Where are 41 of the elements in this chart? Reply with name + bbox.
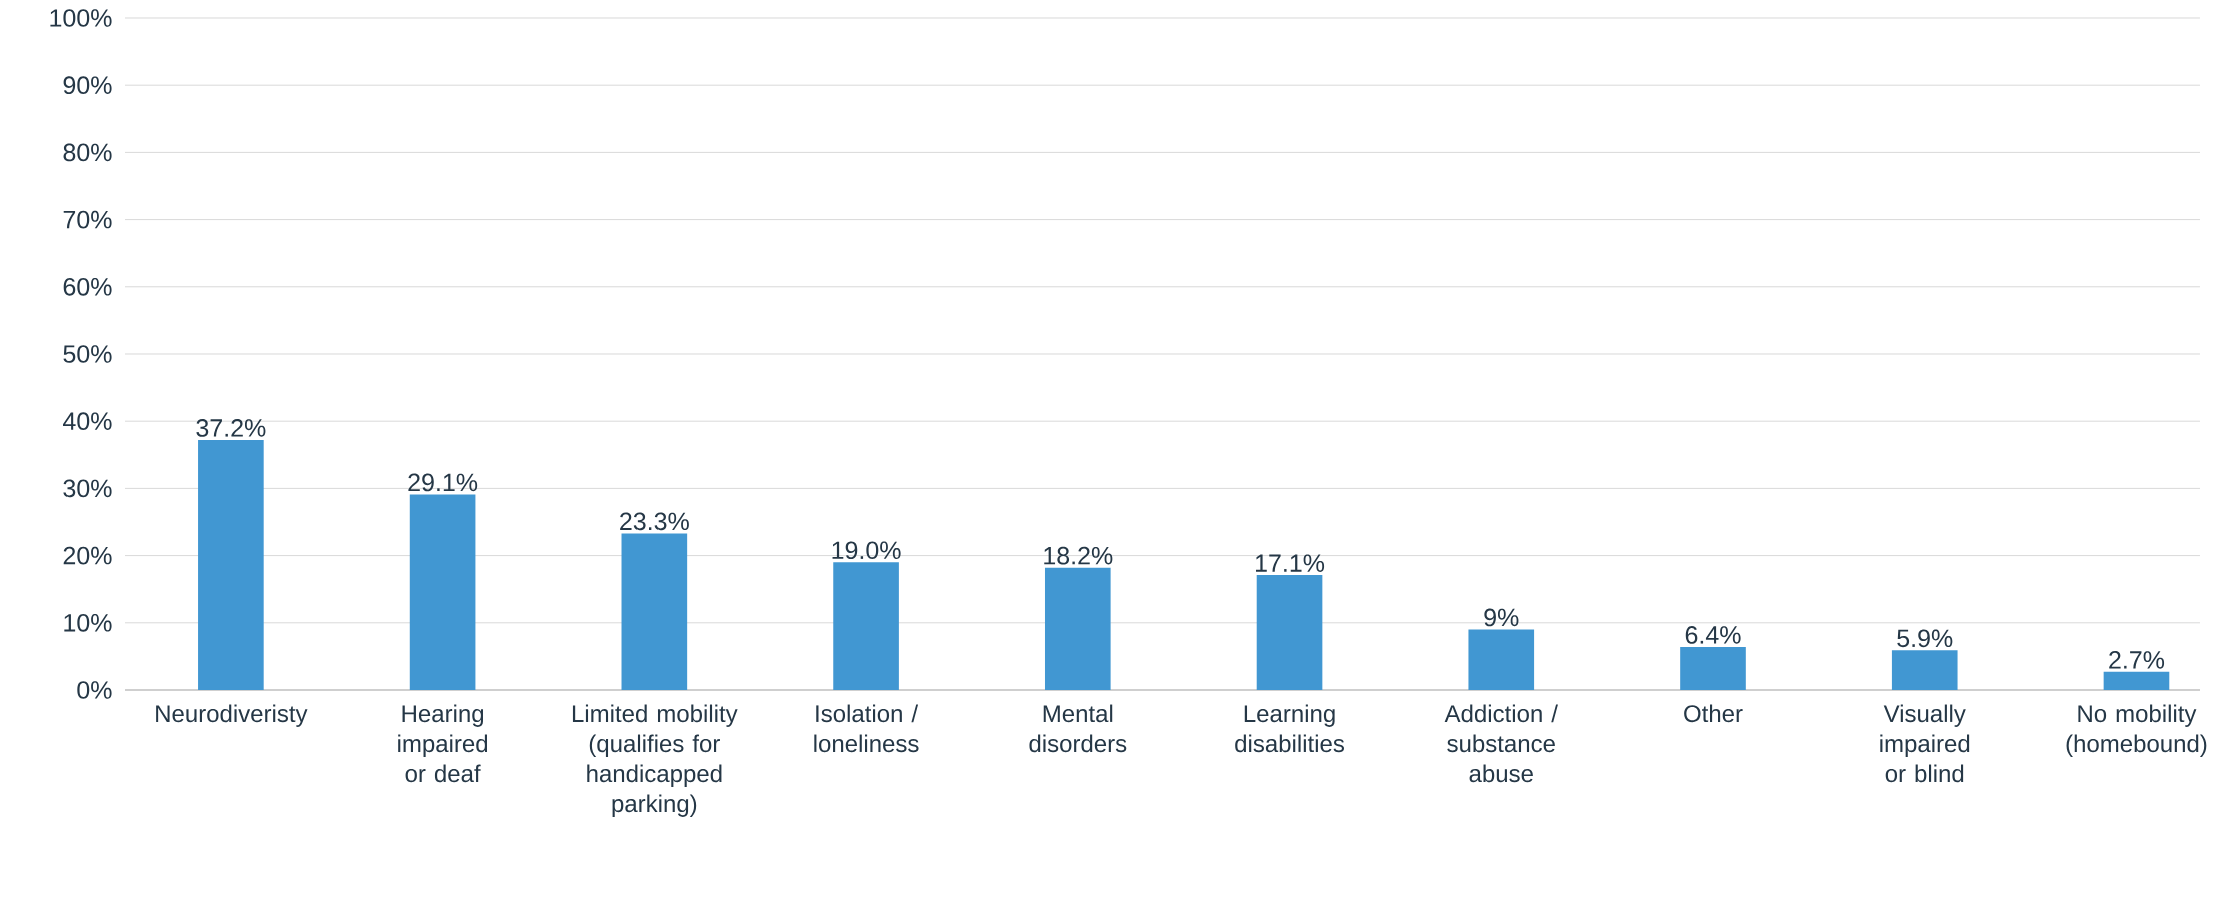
y-tick-label: 100% [50,9,112,27]
bar [2103,671,2170,690]
data-label: 29.1% [408,473,478,492]
x-tick-label: No mobility (homebound) [2066,704,2207,757]
y-tick-label: 30% [63,479,112,498]
x-tick-label: Mental disorders [1029,704,1127,753]
bar [621,533,688,690]
x-tick-label: Limited mobility (qualifies for handicapped parking) [572,704,738,817]
data-label: 5.9% [1897,629,1953,648]
data-label: 2.7% [2109,651,2165,669]
data-label: 17.1% [1256,554,1325,572]
x-tick-label: Neurodiveristy [156,704,308,727]
x-tick-label: Addiction / substance abuse [1444,704,1558,783]
bar [1256,575,1323,690]
bar [1468,629,1535,690]
x-tick-label: Other [1684,704,1743,723]
y-tick-label: 40% [63,412,112,431]
bar [409,494,476,690]
y-tick-label: 0% [77,681,112,699]
x-tick-label: Hearing impaired or deaf [398,704,488,783]
y-tick-label: 10% [64,613,112,632]
data-label: 19.0% [832,541,901,560]
y-tick-label: 50% [63,345,112,363]
x-tick-label: Learning disabilities [1235,704,1344,753]
y-tick-label: 80% [63,143,112,162]
bar [1044,567,1111,690]
data-label: 6.4% [1685,626,1741,644]
bar [1891,650,1958,690]
y-tick-label: 20% [63,546,112,565]
data-label: 23.3% [620,512,689,531]
x-tick-label: Isolation / loneliness [814,704,919,753]
data-label: 37.2% [196,419,266,437]
bar [198,440,264,690]
x-tick-label: Visually impaired or blind [1880,704,1970,783]
bar [833,562,899,690]
data-label: 9% [1484,608,1519,627]
y-tick-label: 60% [63,277,112,296]
y-tick-label: 90% [63,76,112,95]
data-label: 18.2% [1044,546,1113,565]
y-tick-label: 70% [63,210,112,229]
bar [1680,646,1746,690]
